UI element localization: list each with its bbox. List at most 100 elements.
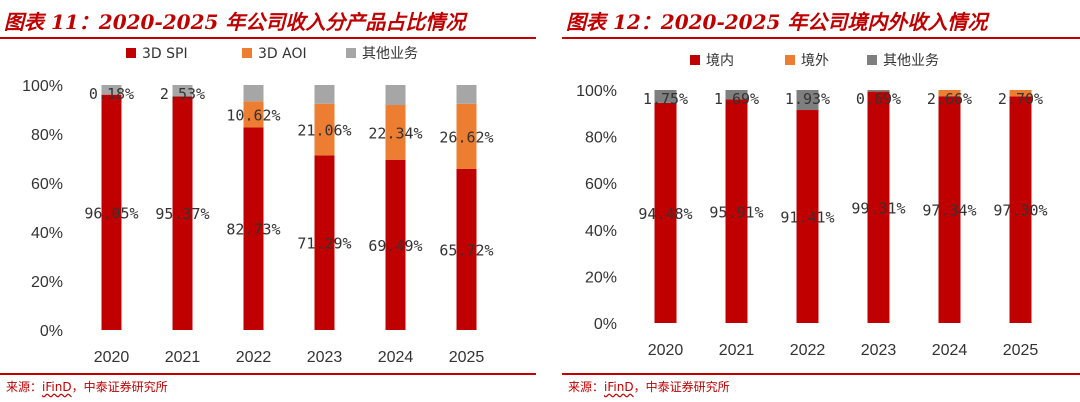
data-label: 99.31% — [851, 199, 905, 217]
bar-境内-2023 — [867, 91, 890, 323]
legend-label: 3D AOI — [258, 46, 307, 62]
y-tick-label: 80% — [585, 130, 617, 147]
x-tick-label: 2023 — [861, 342, 897, 359]
x-tick-label: 2022 — [790, 342, 826, 359]
data-label: 97.34% — [922, 202, 976, 220]
y-tick-label: 100% — [22, 78, 63, 95]
legend-label: 3D SPI — [142, 46, 188, 62]
data-label: 96.05% — [84, 204, 138, 222]
data-label: 95.37% — [155, 205, 209, 223]
x-tick-label: 2020 — [94, 349, 130, 366]
bar-3d-spi-2025 — [456, 168, 477, 330]
legend-label: 其他业务 — [362, 46, 418, 62]
legend-item-境内: 境内 — [690, 53, 734, 69]
bar-3d-spi-2020 — [101, 94, 122, 330]
legend-swatch — [867, 55, 877, 65]
source-rule — [562, 373, 1080, 375]
data-label: 95.91% — [709, 203, 763, 221]
stacked-bar-chart: 境内 境外 其他业务 0% 20% 40% 60% 80% 100% 2020 2021 2022 20… — [576, 53, 1048, 359]
bar-3d-spi-2024 — [385, 159, 406, 330]
data-label: 91.41% — [780, 209, 834, 227]
bar-其他业务-2023 — [867, 90, 890, 92]
data-label: 21.06% — [297, 122, 351, 140]
x-tick-label: 2024 — [932, 342, 968, 359]
legend-item-境外: 境外 — [785, 53, 829, 69]
legend-item-3d-aoi: 3D AOI — [242, 46, 307, 62]
data-label: 0.69% — [856, 90, 901, 108]
bar-境内-2024 — [938, 96, 961, 323]
source-name: iFinD — [604, 380, 634, 394]
y-tick-label: 100% — [576, 83, 617, 100]
legend-swatch — [242, 48, 252, 58]
data-label: 65.72% — [439, 241, 493, 259]
bar-3d-spi-2023 — [314, 155, 335, 330]
bar-其他业务-2020 — [101, 85, 122, 95]
y-tick-label: 0% — [594, 316, 617, 333]
x-tick-label: 2022 — [236, 349, 272, 366]
data-label: 2.70% — [998, 90, 1043, 108]
data-label: 94.48% — [638, 205, 692, 223]
bar-3d-aoi-2025 — [456, 103, 477, 169]
bar-境内-2025 — [1009, 96, 1032, 323]
bar-境外-2025 — [1009, 90, 1032, 97]
source-note: 来源：iFinD，中泰证券研究所 — [6, 378, 168, 395]
source-prefix: 来源： — [6, 380, 43, 394]
data-label: 0.18% — [89, 85, 134, 103]
source-suffix: ，中泰证券研究所 — [71, 380, 168, 394]
figure-11: 图表 11：2020-2025 年公司收入分产品占比情况 3D SPI 3D AO… — [0, 0, 536, 402]
data-label: 82.73% — [226, 221, 280, 239]
chart-title: 图表 12：2020-2025 年公司境内外收入情况 — [566, 10, 988, 34]
bar-其他业务-2021 — [725, 90, 748, 100]
bar-境外-2024 — [938, 90, 961, 97]
data-label: 22.34% — [368, 124, 422, 142]
figure-12: 图表 12：2020-2025 年公司境内外收入情况 境内 境外 其他业务 0% 20%… — [562, 0, 1080, 402]
legend-label: 境内 — [706, 53, 734, 69]
bar-其他业务-2024 — [385, 85, 406, 106]
y-tick-label: 60% — [585, 176, 617, 193]
source-suffix: ，中泰证券研究所 — [633, 380, 730, 394]
data-label: 26.62% — [439, 128, 493, 146]
legend-item-其他业务: 其他业务 — [867, 53, 939, 69]
x-tick-label: 2021 — [165, 349, 201, 366]
y-tick-label: 40% — [31, 225, 63, 242]
data-label: 2.66% — [927, 90, 972, 108]
bar-其他业务-2023 — [314, 85, 335, 104]
legend-item-3d-spi: 3D SPI — [126, 46, 188, 62]
legend-item-其他业务: 其他业务 — [346, 46, 418, 62]
bar-3d-spi-2021 — [172, 96, 193, 330]
legend-swatch — [126, 48, 136, 58]
data-label: 1.93% — [785, 90, 830, 108]
x-tick-label: 2020 — [648, 342, 684, 359]
data-label: 10.62% — [226, 106, 280, 124]
source-note: 来源：iFinD，中泰证券研究所 — [568, 378, 730, 395]
legend-swatch — [785, 55, 795, 65]
source-name: iFinD — [42, 380, 72, 394]
bar-其他业务-2022 — [796, 90, 819, 111]
x-tick-label: 2025 — [1003, 342, 1039, 359]
bar-其他业务-2020 — [654, 90, 677, 103]
stacked-bar-chart: 3D SPI 3D AOI 其他业务 0% 20% 40% 60% 80% 100% 2020 20… — [22, 46, 494, 366]
bar-其他业务-2025 — [456, 85, 477, 104]
legend-swatch — [346, 48, 356, 58]
data-label: 1.69% — [714, 90, 759, 108]
bar-其他业务-2022 — [243, 85, 264, 102]
bar-3d-aoi-2024 — [385, 105, 406, 160]
legend-label: 其他业务 — [883, 53, 939, 69]
bar-其他业务-2021 — [172, 85, 193, 97]
title-rule — [0, 37, 536, 39]
y-tick-label: 60% — [31, 176, 63, 193]
bar-3d-aoi-2023 — [314, 103, 335, 156]
x-tick-label: 2024 — [378, 349, 414, 366]
bar-境内-2020 — [654, 102, 677, 323]
y-tick-label: 0% — [40, 323, 63, 340]
data-label: 71.29% — [297, 235, 351, 253]
y-tick-label: 40% — [585, 223, 617, 240]
bar-3d-spi-2022 — [243, 127, 264, 331]
source-rule — [0, 373, 536, 375]
source-prefix: 来源： — [568, 380, 605, 394]
legend-label: 境外 — [801, 53, 829, 69]
title-rule — [562, 37, 1080, 39]
y-tick-label: 80% — [31, 127, 63, 144]
data-label: 69.49% — [368, 237, 422, 255]
x-tick-label: 2021 — [719, 342, 755, 359]
